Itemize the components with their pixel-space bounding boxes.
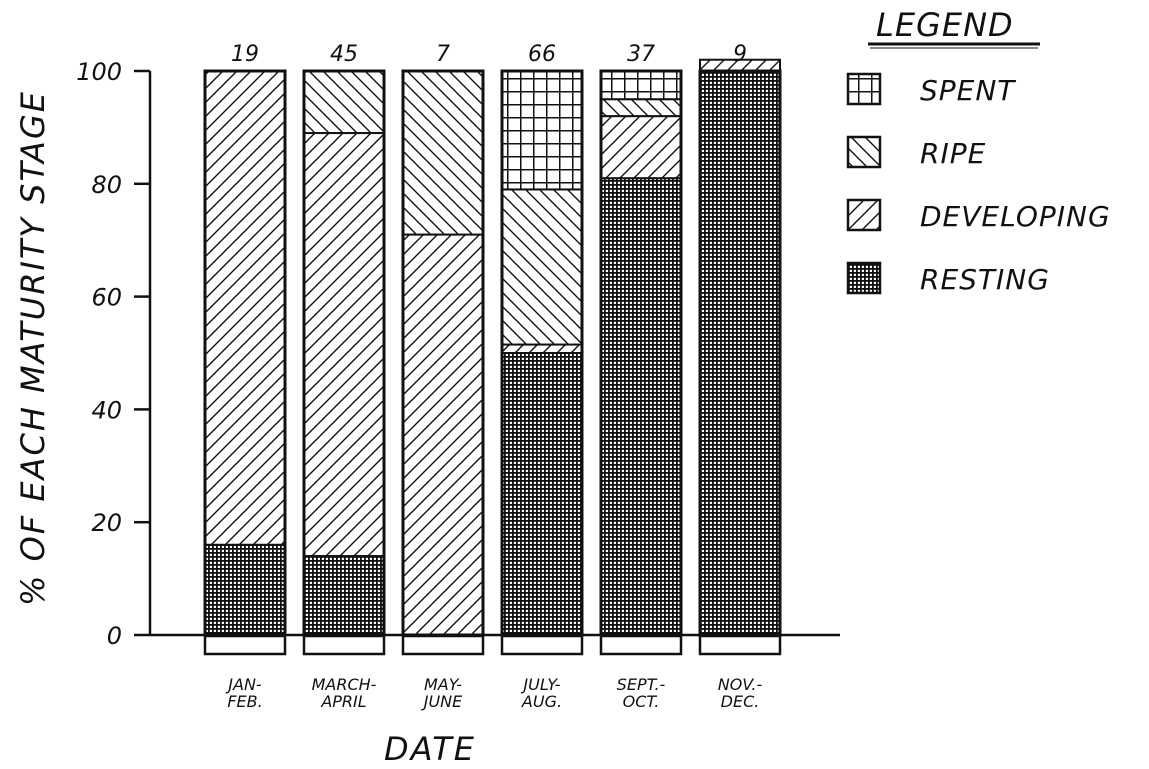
y-tick-label: 100 [76,58,122,86]
bar-stack: 45 [302,42,386,656]
y-tick-label: 40 [91,396,122,424]
sample-size-label: 37 [627,42,655,67]
bar-stack: 19 [203,42,287,656]
legend-label: DEVELOPING [920,200,1111,233]
bar-segment-ripe [501,188,583,346]
bar-base [203,634,287,656]
legend-label: SPENT [920,74,1016,107]
sample-size-label: 9 [733,42,747,67]
legend-item-developing: DEVELOPING [846,198,1111,233]
bar-segment-spent [600,70,682,101]
bar-base [302,634,386,656]
bar-stack: 7 [401,42,485,656]
x-tick-label: MARCH- [312,675,377,694]
bar-segment-developing [402,233,484,636]
bar-segment-resting [699,70,781,636]
x-axis-title: DATE [384,730,476,768]
legend: LEGEND SPENT RIPE DEVELOPING RESTING [846,6,1111,296]
legend-item-resting: RESTING [846,261,1050,296]
bar-segment-ripe [402,70,484,236]
legend-swatch [846,72,882,106]
bars: 19 45 7 66 37 9 [203,42,782,656]
bar-segment-resting [204,543,286,637]
legend-label: RESTING [920,263,1050,296]
x-tick-label: OCT. [623,692,660,711]
bar-segment-developing [600,115,682,180]
x-tick-label: JAN- [225,675,262,694]
bar-segment-developing [303,132,385,558]
bar-segment-developing [204,70,286,546]
y-tick-label: 20 [91,509,122,537]
x-tick-label: DEC. [721,692,760,711]
x-tick-label: AUG. [521,692,562,711]
x-tick-label: FEB. [227,692,262,711]
sample-size-label: 19 [231,42,259,67]
legend-swatch [846,198,882,232]
bar-base [599,634,683,656]
bar-stack: 66 [500,42,584,656]
x-tick-label: NOV.- [718,675,763,694]
bar-base [401,634,485,656]
bar-base [698,634,782,656]
legend-label: RIPE [920,137,986,170]
x-tick-label: JUNE [421,692,463,711]
legend-title: LEGEND [876,6,1014,44]
bar-segment-resting [303,555,385,636]
sample-size-label: 7 [436,42,450,67]
bar-stack: 37 [599,42,683,656]
bar-segment-developing [501,343,583,355]
category-labels: JAN-FEB. MARCH-APRIL MAY-JUNE JULY-AUG. SEPT… [225,675,762,711]
legend-item-spent: SPENT [846,72,1016,107]
bar-segment-resting [600,177,682,636]
bar-stack: 9 [698,42,782,656]
legend-swatch [846,135,882,169]
bar-segment-spent [501,70,583,191]
bar-segment-ripe [303,70,385,135]
x-tick-label: APRIL [320,692,366,711]
y-tick-label: 60 [91,284,122,312]
sample-size-label: 66 [528,42,556,67]
x-tick-label: SEPT.- [617,675,666,694]
bar-base [500,634,584,656]
y-tick-label: 0 [107,622,122,650]
legend-swatch [846,261,882,295]
y-tick-label: 80 [91,171,122,199]
legend-items: SPENT RIPE DEVELOPING RESTING [846,72,1111,296]
bar-segment-ripe [600,98,682,118]
sample-size-label: 45 [330,42,358,67]
x-tick-label: MAY- [424,675,462,694]
x-tick-label: JULY- [520,675,560,694]
y-axis-title: % OF EACH MATURITY STAGE [14,90,52,606]
bar-segment-resting [501,352,583,636]
legend-item-ripe: RIPE [846,135,986,170]
